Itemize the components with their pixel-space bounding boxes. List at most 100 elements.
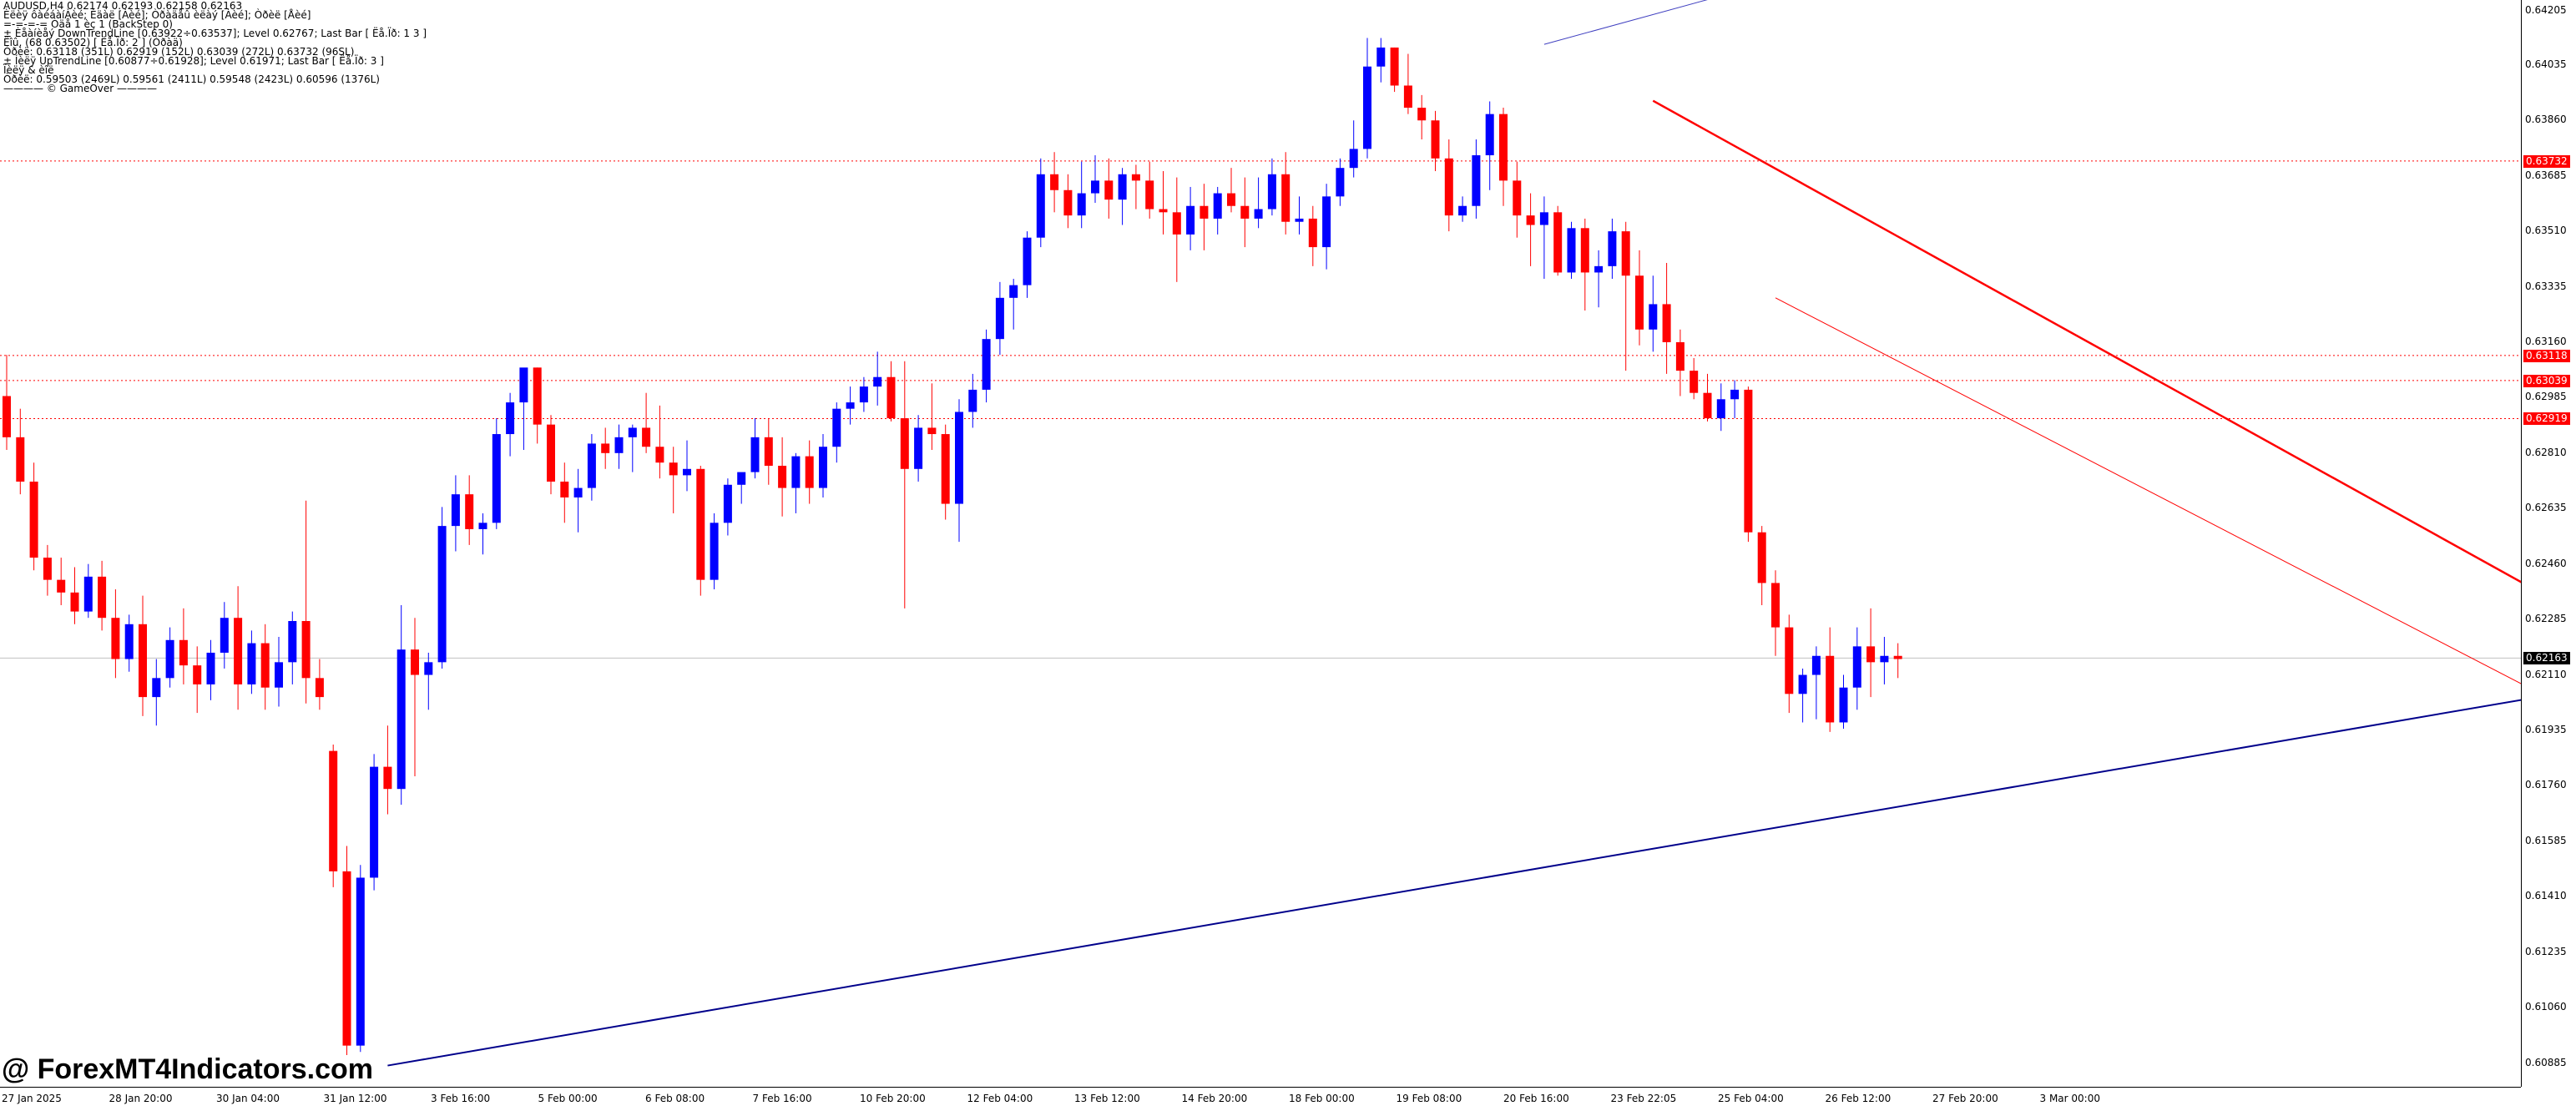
bear-candle bbox=[193, 665, 202, 684]
bull-candle bbox=[206, 652, 215, 684]
bear-candle bbox=[1553, 212, 1563, 273]
bear-candle bbox=[1826, 655, 1835, 723]
bear-candle bbox=[655, 447, 664, 463]
bear-candle bbox=[1131, 174, 1140, 181]
bull-candle bbox=[737, 472, 746, 485]
chart-area[interactable]: AUDUSD,H4 0.62174 0.62193 0.62158 0.6216… bbox=[0, 0, 2521, 1087]
price-tick-label: 0.61235 bbox=[2525, 945, 2567, 957]
bull-candle bbox=[710, 523, 719, 580]
bull-candle bbox=[750, 437, 760, 472]
bull-candle bbox=[1594, 265, 1604, 273]
bear-candle bbox=[778, 466, 787, 488]
bull-candle bbox=[1716, 399, 1725, 419]
bear-candle bbox=[1866, 646, 1876, 663]
bull-candle bbox=[519, 367, 528, 403]
bull-candle bbox=[628, 427, 637, 437]
bear-candle bbox=[1499, 114, 1508, 181]
bull-candle bbox=[819, 447, 827, 488]
bull-candle bbox=[1213, 193, 1222, 219]
indicator-info-panel: AUDUSD,H4 0.62174 0.62193 0.62158 0.6216… bbox=[3, 0, 427, 93]
bull-candle bbox=[1852, 646, 1861, 688]
bear-candle bbox=[465, 494, 474, 529]
bear-candle bbox=[1526, 215, 1535, 225]
price-tick-label: 0.61060 bbox=[2525, 1001, 2567, 1013]
price-tick-label: 0.61585 bbox=[2525, 834, 2567, 846]
bear-candle bbox=[547, 424, 555, 482]
info-line: ± Íèëÿ UpTrendLine [0.60877÷0.61928]; Le… bbox=[3, 55, 384, 67]
info-line: ± Èåàíèåý DownTrendLine [0.63922÷0.63537… bbox=[3, 28, 427, 39]
candlestick-chart[interactable] bbox=[0, 0, 2521, 1087]
bear-candle bbox=[886, 376, 896, 419]
bull-candle bbox=[506, 402, 515, 435]
bull-candle bbox=[1880, 655, 1889, 663]
price-tick-label: 0.63685 bbox=[2525, 169, 2567, 181]
time-tick-label: 18 Feb 00:00 bbox=[1289, 1093, 1355, 1104]
bear-candle bbox=[383, 766, 392, 790]
bull-candle bbox=[968, 389, 977, 412]
bull-candle bbox=[573, 487, 583, 497]
bear-candle bbox=[1675, 341, 1685, 371]
bear-candle bbox=[179, 639, 188, 666]
downtrend-channel-trendline bbox=[1775, 297, 2521, 684]
info-line: Ïèëÿ & èîë bbox=[3, 64, 54, 76]
bull-candle bbox=[1458, 205, 1467, 216]
bull-candle bbox=[437, 526, 447, 663]
bull-candle bbox=[1009, 285, 1018, 298]
time-tick-label: 20 Feb 16:00 bbox=[1503, 1093, 1569, 1104]
bear-candle bbox=[98, 576, 107, 619]
price-axis[interactable]: 0.64205 0.64035 0.63860 0.63685 0.63510 0.633… bbox=[2521, 0, 2576, 1087]
bear-candle bbox=[1703, 392, 1712, 419]
bull-candle bbox=[275, 662, 283, 688]
bear-candle bbox=[1308, 218, 1317, 248]
price-tick-label: 0.63860 bbox=[2525, 114, 2567, 126]
bear-candle bbox=[411, 649, 419, 675]
uptrend-trendline bbox=[387, 699, 2521, 1067]
time-tick-label: 5 Feb 00:00 bbox=[538, 1093, 598, 1104]
time-tick-label: 12 Feb 04:00 bbox=[967, 1093, 1033, 1104]
price-tick-label: 0.63160 bbox=[2525, 335, 2567, 347]
price-tick-label: 0.61935 bbox=[2525, 723, 2567, 735]
bear-candle bbox=[1744, 389, 1753, 533]
bear-candle bbox=[29, 481, 38, 558]
price-tick-label: 0.62110 bbox=[2525, 668, 2567, 680]
level-price-tag: 0.63732 bbox=[2523, 154, 2570, 168]
bear-candle bbox=[111, 618, 120, 659]
bear-candle bbox=[1444, 158, 1453, 216]
bull-candle bbox=[1267, 174, 1276, 210]
time-tick-label: 19 Feb 08:00 bbox=[1396, 1093, 1462, 1104]
downtrend-trendline bbox=[1652, 99, 2521, 583]
bull-candle bbox=[397, 649, 406, 790]
bear-candle bbox=[1513, 180, 1522, 216]
bull-candle bbox=[859, 386, 868, 403]
time-tick-label: 13 Feb 12:00 bbox=[1074, 1093, 1140, 1104]
bear-candle bbox=[329, 750, 338, 871]
bear-candle bbox=[1580, 228, 1589, 273]
bull-candle bbox=[1839, 687, 1848, 723]
bear-candle bbox=[16, 437, 25, 482]
bear-candle bbox=[805, 456, 814, 488]
time-tick-label: 23 Feb 22:05 bbox=[1610, 1093, 1677, 1104]
bull-candle bbox=[791, 456, 801, 488]
upper-channel-trendline bbox=[1543, 0, 1708, 45]
bull-candle bbox=[914, 427, 923, 469]
bull-candle bbox=[995, 297, 1004, 340]
time-tick-label: 10 Feb 20:00 bbox=[860, 1093, 926, 1104]
time-tick-label: 7 Feb 16:00 bbox=[752, 1093, 812, 1104]
level-price-tag: 0.62919 bbox=[2523, 412, 2570, 426]
bear-candle bbox=[301, 621, 311, 679]
time-tick-label: 27 Feb 20:00 bbox=[1932, 1093, 1998, 1104]
time-tick-label: 3 Feb 16:00 bbox=[431, 1093, 491, 1104]
bull-candle bbox=[83, 576, 93, 612]
symbol-line: AUDUSD,H4 0.62174 0.62193 0.62158 0.6216… bbox=[3, 0, 243, 12]
bear-candle bbox=[900, 418, 909, 469]
bear-candle bbox=[1893, 655, 1902, 659]
bull-candle bbox=[1376, 47, 1386, 67]
bear-candle bbox=[1431, 120, 1440, 159]
bear-candle bbox=[1145, 180, 1154, 210]
time-axis[interactable]: 27 Jan 2025 28 Jan 20:00 30 Jan 04:00 31 Ja… bbox=[0, 1087, 2521, 1111]
info-line: =-=-=-= Òäå 1 èç 1 (BackStep 0) bbox=[3, 18, 173, 30]
bull-candle bbox=[1539, 212, 1548, 225]
bull-candle bbox=[1023, 237, 1032, 285]
price-tick-label: 0.62460 bbox=[2525, 557, 2567, 569]
bear-candle bbox=[315, 678, 324, 698]
